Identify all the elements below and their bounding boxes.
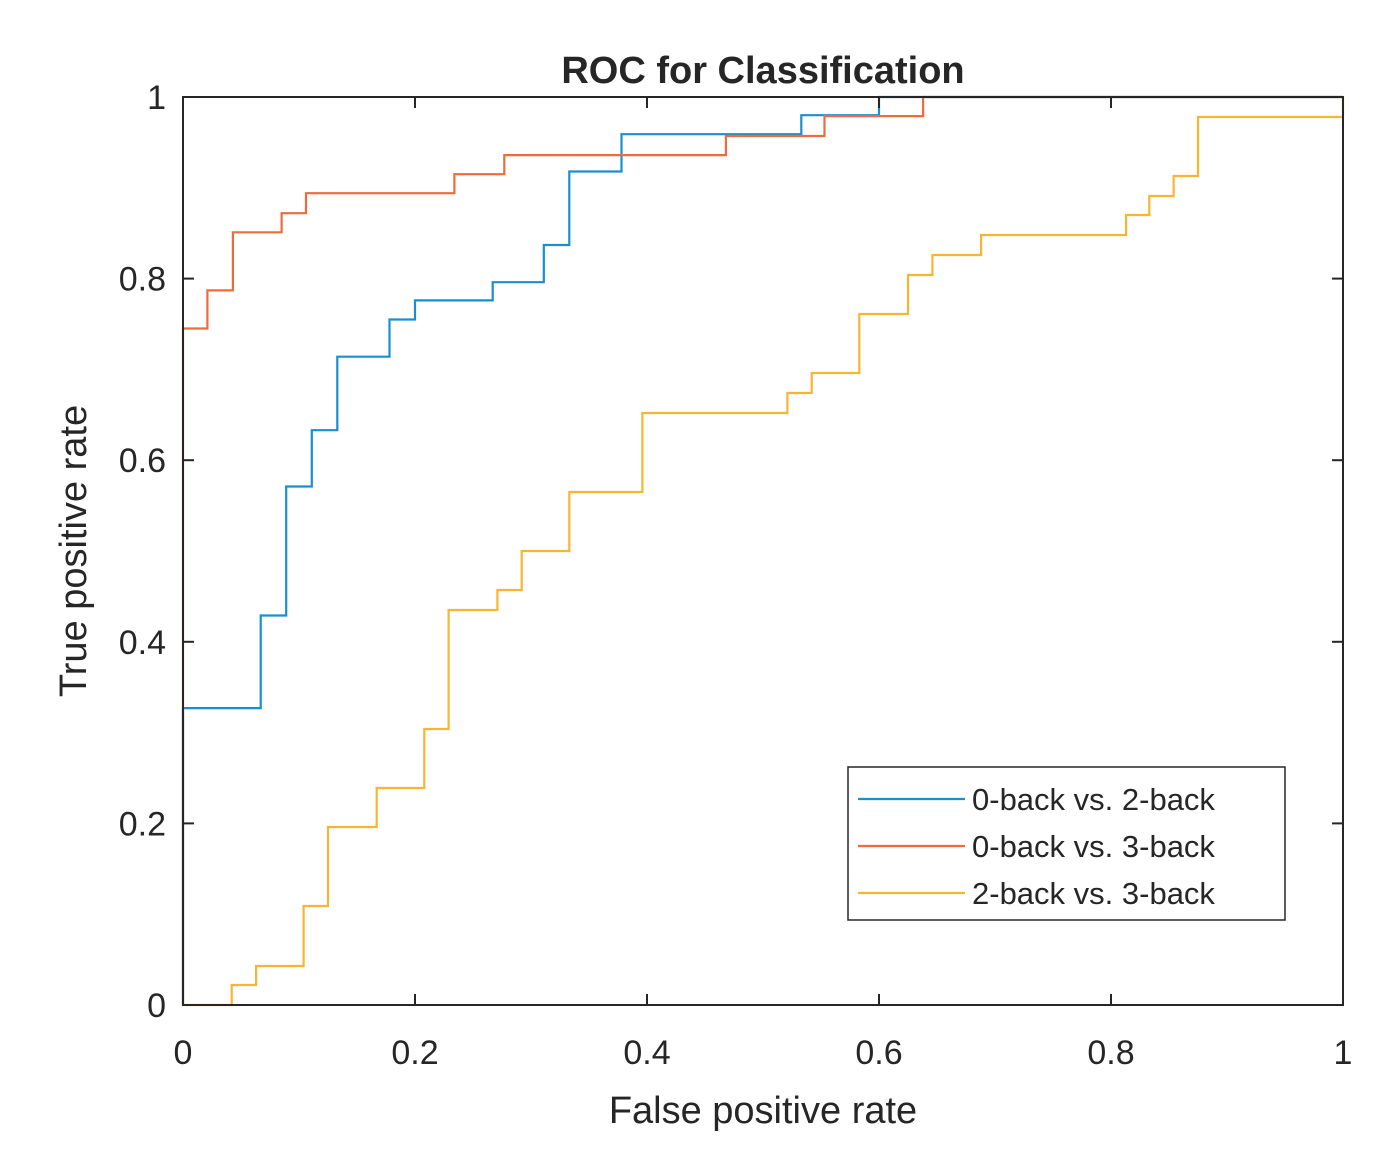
x-tick-label: 0 <box>174 1034 193 1072</box>
legend-label: 0-back vs. 2-back <box>972 782 1215 817</box>
x-axis-label: False positive rate <box>609 1090 917 1132</box>
x-tick-label: 1 <box>1334 1034 1353 1072</box>
legend-label: 0-back vs. 3-back <box>972 829 1215 864</box>
chart-title: ROC for Classification <box>561 50 964 92</box>
roc-curve-1 <box>181 95 1343 1005</box>
plot-area-box <box>182 96 1344 1006</box>
legend-entry: 0-back vs. 2-back <box>858 782 1215 817</box>
legend-entry: 0-back vs. 3-back <box>858 829 1215 864</box>
legend: 0-back vs. 2-back 0-back vs. 3-back 2-back… <box>847 766 1286 921</box>
y-tick-label: 0.4 <box>119 624 166 662</box>
roc-curve-3 <box>183 97 1345 1007</box>
y-tick-label: 1 <box>147 79 166 117</box>
x-tick-label: 0.8 <box>1087 1034 1134 1072</box>
y-axis-label: True positive rate <box>53 405 95 697</box>
x-tick-label: 0.2 <box>391 1034 438 1072</box>
y-tick-label: 0 <box>147 987 166 1025</box>
series-layer <box>181 95 1345 1007</box>
legend-box <box>847 766 1286 921</box>
y-tick-label: 0.6 <box>119 442 166 480</box>
legend-label: 2-back vs. 3-back <box>972 876 1215 911</box>
y-tick-label: 0.2 <box>119 805 166 843</box>
y-tick-label: 0.8 <box>119 261 166 299</box>
tick-layer: 0 0.2 0.4 0.6 0.8 1 0 0.2 0.4 0.6 0.8 1 <box>119 79 1353 1072</box>
x-tick-label: 0.4 <box>623 1034 670 1072</box>
roc-curve-2 <box>181 95 1343 1005</box>
x-tick-label: 0.6 <box>855 1034 902 1072</box>
legend-entry: 2-back vs. 3-back <box>858 876 1215 911</box>
